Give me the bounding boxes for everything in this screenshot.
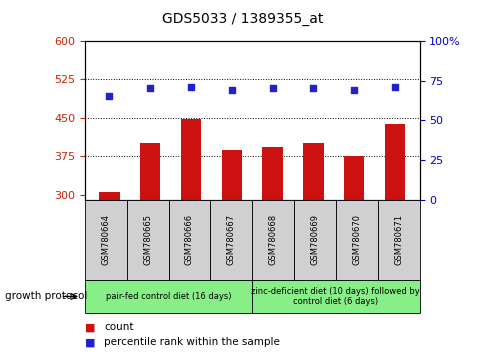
Text: ■: ■ [85,322,95,332]
Bar [302,143,323,200]
Bar [181,119,201,200]
Bar [99,192,120,200]
Bar [343,156,363,200]
Bar [384,125,405,200]
Bar [140,143,160,200]
Bar [221,150,242,200]
Text: count: count [104,322,134,332]
Point [146,86,154,91]
Text: pair-fed control diet (16 days): pair-fed control diet (16 days) [106,292,231,301]
Text: ■: ■ [85,337,95,347]
Text: percentile rank within the sample: percentile rank within the sample [104,337,280,347]
Text: GSM780664: GSM780664 [101,214,110,266]
Text: GDS5033 / 1389355_at: GDS5033 / 1389355_at [162,12,322,27]
Point [227,87,235,93]
Text: GSM780670: GSM780670 [351,214,361,266]
Bar [262,147,282,200]
Text: GSM780668: GSM780668 [268,214,277,266]
Text: GSM780669: GSM780669 [310,214,319,266]
Point [105,93,113,99]
Point [349,87,357,93]
Text: GSM780666: GSM780666 [184,214,194,266]
Point [391,84,398,90]
Text: GSM780665: GSM780665 [143,214,152,266]
Text: GSM780667: GSM780667 [227,214,235,266]
Text: zinc-deficient diet (10 days) followed by
control diet (6 days): zinc-deficient diet (10 days) followed b… [251,287,419,306]
Point [309,86,317,91]
Text: growth protocol: growth protocol [5,291,87,302]
Point [268,86,276,91]
Point [187,84,195,90]
Text: GSM780671: GSM780671 [393,214,402,266]
